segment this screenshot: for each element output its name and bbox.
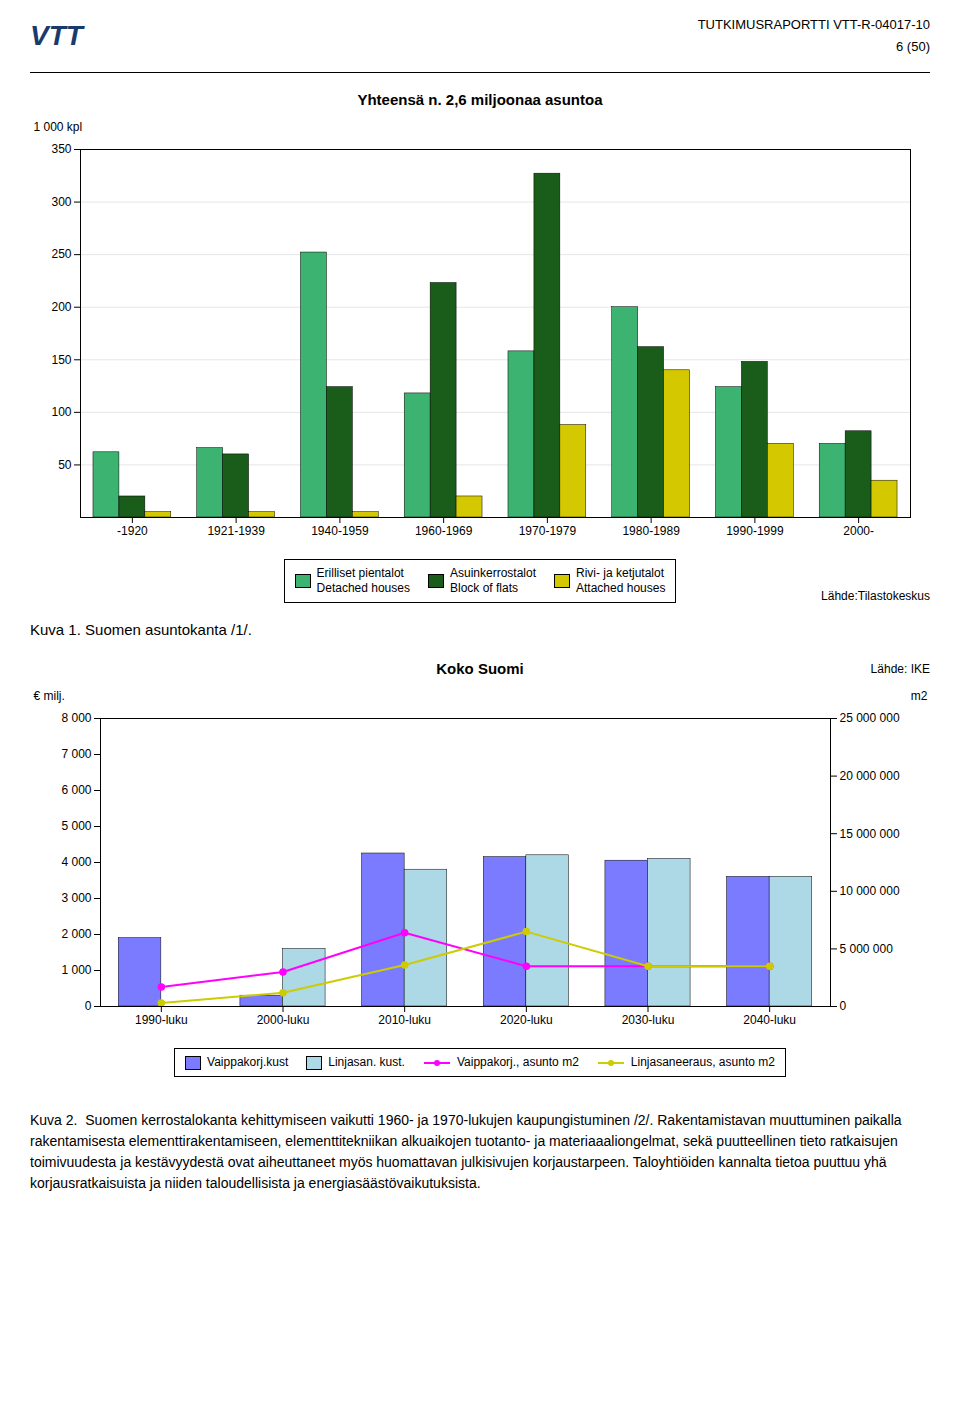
svg-text:1940-1959: 1940-1959 [311,524,369,538]
html-text:VTT: VTT [30,20,83,51]
svg-text:5 000: 5 000 [61,819,91,833]
svg-text:1 000: 1 000 [61,963,91,977]
svg-text:10 000 000: 10 000 000 [840,884,900,898]
html-text:Koko Suomi: Koko Suomi [436,660,524,677]
svg-text:25 000 000: 25 000 000 [840,711,900,725]
svg-text:1921-1939: 1921-1939 [207,524,265,538]
svg-text:€ milj.: € milj. [34,689,65,703]
svg-text:2010-luku: 2010-luku [378,1013,431,1027]
svg-text:20 000 000: 20 000 000 [840,769,900,783]
html-text:Kuva 1. Suomen asuntokanta /1/: Kuva 1. Suomen asuntokanta /1/. [30,621,252,638]
svg-text:200: 200 [51,300,71,314]
html-text:Lähde:Tilastokeskus: Lähde:Tilastokeskus [821,589,930,603]
html-text:Kuva 2. Suomen kerrostalokanta: Kuva 2. Suomen kerrostalokanta kehittymi… [30,1112,906,1191]
html-text:Erilliset pientalot Detached h: Erilliset pientalot Detached houses [316,566,410,595]
svg-text:15 000 000: 15 000 000 [840,827,900,841]
svg-text:1960-1969: 1960-1969 [415,524,473,538]
svg-text:1980-1989: 1980-1989 [622,524,680,538]
svg-text:-1920: -1920 [117,524,148,538]
html-text:Yhteensä n. 2,6 miljoonaa asun: Yhteensä n. 2,6 miljoonaa asuntoa [357,91,603,108]
html-text:Vaippakorj.kust: Vaippakorj.kust [207,1055,289,1069]
svg-text:1990-1999: 1990-1999 [726,524,784,538]
svg-text:0: 0 [85,999,92,1013]
html-text:Rivi- ja ketjutalot Attached h: Rivi- ja ketjutalot Attached houses [576,566,666,595]
svg-text:2020-luku: 2020-luku [500,1013,553,1027]
svg-text:2000-: 2000- [843,524,874,538]
svg-text:350: 350 [51,142,71,156]
html-text:Lähde: IKE: Lähde: IKE [870,662,930,676]
html-text:Asuinkerrostalot Block of flat: Asuinkerrostalot Block of flats [450,566,536,595]
svg-text:3 000: 3 000 [61,891,91,905]
svg-text:2 000: 2 000 [61,927,91,941]
html-text:Linjasaneeraus, asunto m2: Linjasaneeraus, asunto m2 [630,1055,775,1069]
svg-text:100: 100 [51,405,71,419]
svg-text:150: 150 [51,353,71,367]
html-text:TUTKIMUSRAPORTTI VTT-R-04017-1: TUTKIMUSRAPORTTI VTT-R-04017-10 [697,17,930,32]
svg-text:6 000: 6 000 [61,783,91,797]
svg-text:300: 300 [51,195,71,209]
svg-text:1 000 kpl: 1 000 kpl [34,120,83,134]
svg-text:2030-luku: 2030-luku [622,1013,675,1027]
html-text:6 (50): 6 (50) [896,39,930,54]
svg-text:2000-luku: 2000-luku [257,1013,310,1027]
svg-text:8 000: 8 000 [61,711,91,725]
svg-text:1970-1979: 1970-1979 [519,524,577,538]
svg-text:1990-luku: 1990-luku [135,1013,188,1027]
svg-text:5 000 000: 5 000 000 [840,942,894,956]
svg-text:50: 50 [58,458,72,472]
svg-text:7 000: 7 000 [61,747,91,761]
svg-text:2040-luku: 2040-luku [743,1013,796,1027]
svg-text:0: 0 [840,999,847,1013]
svg-text:250: 250 [51,247,71,261]
svg-text:4 000: 4 000 [61,855,91,869]
html-text:Vaippakorj., asunto m2: Vaippakorj., asunto m2 [457,1055,579,1069]
html-text:Linjasan. kust.: Linjasan. kust. [328,1055,405,1069]
svg-text:m2: m2 [911,689,928,703]
